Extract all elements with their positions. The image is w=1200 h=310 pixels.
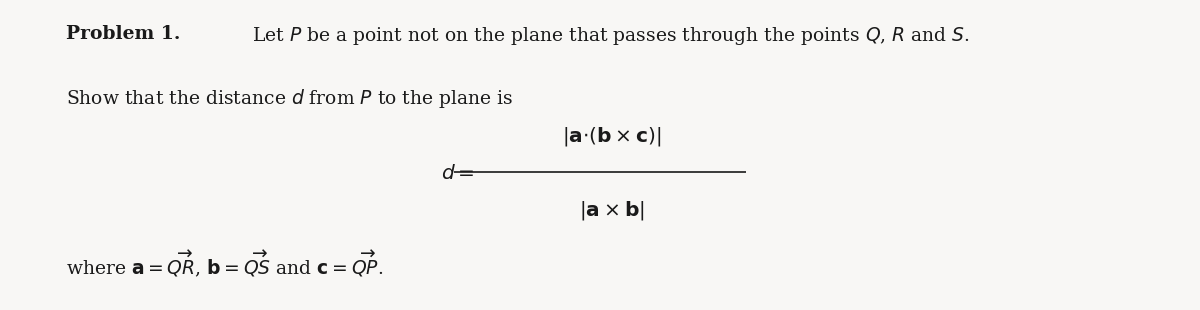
Text: Problem 1.: Problem 1.	[66, 25, 180, 43]
Text: $d = $: $d = $	[440, 164, 474, 183]
Text: $|\mathbf{a} \times \mathbf{b}|$: $|\mathbf{a} \times \mathbf{b}|$	[580, 199, 644, 222]
Text: Let $P$ be a point not on the plane that passes through the points $Q$, $R$ and : Let $P$ be a point not on the plane that…	[252, 25, 970, 47]
Text: $|\mathbf{a}{\cdot}(\mathbf{b} \times \mathbf{c})|$: $|\mathbf{a}{\cdot}(\mathbf{b} \times \m…	[562, 125, 662, 148]
Text: where $\mathbf{a} = \overrightarrow{QR}$, $\mathbf{b} = \overrightarrow{QS}$ and: where $\mathbf{a} = \overrightarrow{QR}$…	[66, 248, 383, 279]
Text: Show that the distance $d$ from $P$ to the plane is: Show that the distance $d$ from $P$ to t…	[66, 87, 514, 110]
